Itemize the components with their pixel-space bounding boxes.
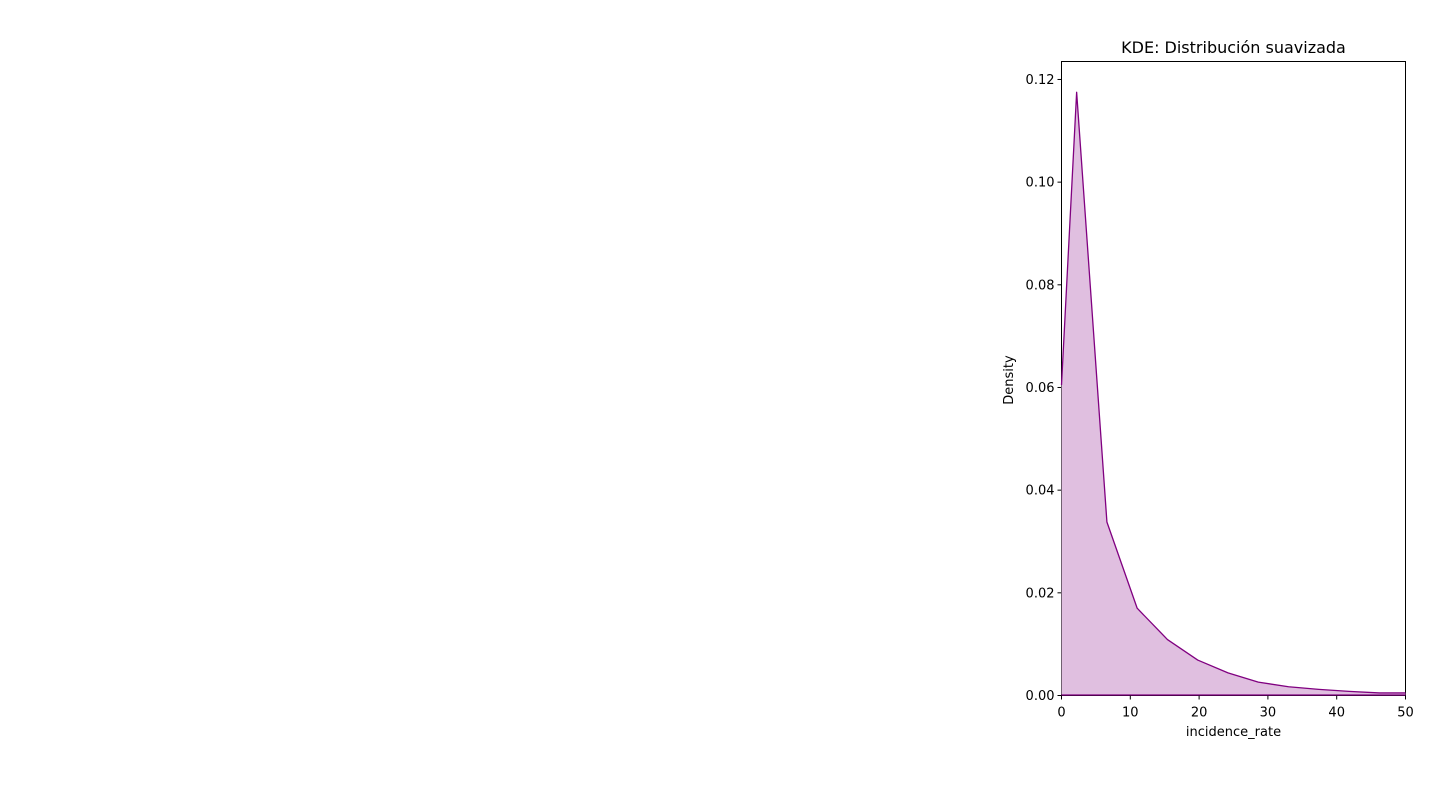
x-axis-label: incidence_rate	[1186, 725, 1281, 740]
x-tick-label: 20	[1191, 706, 1208, 721]
y-axis-label: Density	[1002, 355, 1017, 405]
y-tick-label: 0.04	[1026, 484, 1055, 499]
chart-title: KDE: Distribución suavizada	[1121, 38, 1346, 57]
density-curve	[1060, 91, 1406, 694]
x-tick-label: 0	[1057, 706, 1065, 721]
density-fill-layer	[1061, 92, 1406, 696]
x-axis-ticks: 0 10 20 30 40 50	[1057, 695, 1414, 721]
x-tick-label: 10	[1122, 706, 1139, 721]
y-axis-ticks: 0.00 0.02 0.04 0.06 0.08 0.10 0.12	[1026, 73, 1062, 704]
density-area-fill	[1061, 92, 1406, 696]
y-tick-label: 0.02	[1026, 586, 1055, 601]
density-line-layer	[1060, 91, 1406, 696]
y-tick-label: 0.06	[1026, 381, 1055, 396]
y-tick-label: 0.00	[1026, 689, 1055, 704]
x-tick-label: 40	[1328, 706, 1345, 721]
x-tick-label: 30	[1260, 706, 1277, 721]
x-tick-label: 50	[1397, 706, 1414, 721]
y-tick-label: 0.08	[1026, 278, 1055, 293]
y-tick-label: 0.10	[1026, 176, 1055, 191]
y-tick-label: 0.12	[1026, 73, 1055, 88]
